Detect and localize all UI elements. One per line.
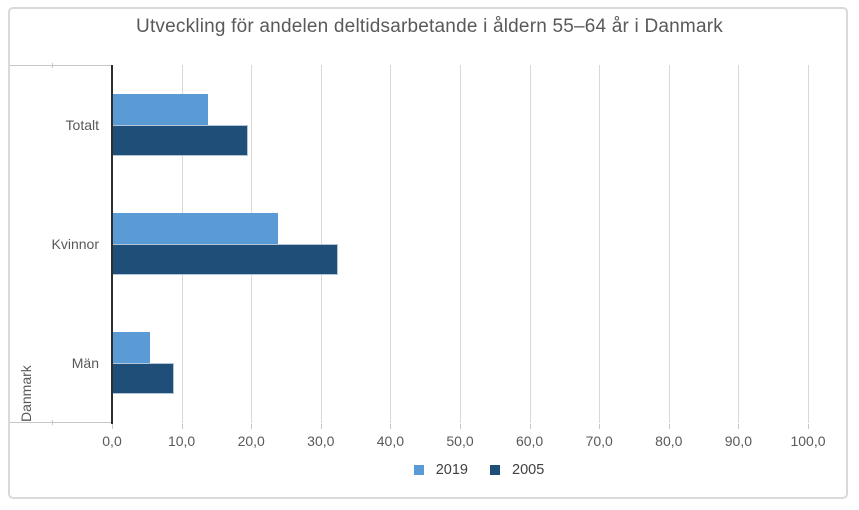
legend-item-2019: 2019 <box>413 462 468 478</box>
gridline <box>738 65 740 423</box>
plot-area <box>112 65 809 423</box>
x-tick <box>668 424 670 429</box>
x-tick-label: 50,0 <box>446 433 474 449</box>
chart-title: Utveckling för andelen deltidsarbetande … <box>136 16 723 37</box>
legend-swatch-2019 <box>413 465 424 475</box>
x-tick <box>808 424 809 429</box>
x-tick-label: 10,0 <box>167 433 196 449</box>
gridline <box>529 65 531 423</box>
x-tick-label: 70,0 <box>585 433 613 449</box>
bar-män-2005 <box>112 363 174 395</box>
category-label-kvinnor: Kvinnor <box>51 236 99 252</box>
legend-label-2005: 2005 <box>512 462 545 478</box>
x-tick <box>460 424 461 429</box>
bar-totalt-2019 <box>112 93 209 125</box>
x-tick <box>738 424 740 429</box>
category-band-tick-top <box>52 63 53 68</box>
x-tick-label: 0,0 <box>102 433 122 449</box>
gridline <box>460 65 461 423</box>
x-tick-label: 20,0 <box>237 433 265 449</box>
bar-kvinnor-2005 <box>112 244 339 275</box>
category-label-totalt: Totalt <box>65 116 99 133</box>
bar-totalt-2005 <box>112 124 249 156</box>
x-tick <box>251 424 253 429</box>
gridline <box>808 65 809 423</box>
x-tick-label: 90,0 <box>724 433 753 449</box>
x-tick-label: 30,0 <box>307 433 335 449</box>
value-axis-line <box>111 65 113 424</box>
category-label-män: Män <box>71 355 99 372</box>
x-tick-label: 80,0 <box>655 433 683 449</box>
legend-swatch-2005 <box>490 465 500 475</box>
x-tick-label: 100,0 <box>790 433 826 449</box>
x-tick <box>529 424 531 429</box>
x-tick-label: 60,0 <box>515 433 544 449</box>
bar-kvinnor-2019 <box>112 213 278 244</box>
gridline <box>390 65 392 423</box>
x-tick <box>181 424 183 429</box>
category-axis-band: Danmark Totalt Kvinnor Män <box>10 63 112 425</box>
x-tick <box>112 424 113 429</box>
category-band-tick-bottom <box>52 420 53 425</box>
bar-män-2019 <box>112 332 151 364</box>
x-tick <box>390 424 392 429</box>
x-tick <box>320 424 322 429</box>
legend: 2019 2005 <box>99 462 859 478</box>
gridline <box>599 65 601 423</box>
legend-label-2019: 2019 <box>435 462 468 478</box>
x-tick-label: 40,0 <box>376 433 405 449</box>
gridline <box>668 65 670 423</box>
legend-item-2005: 2005 <box>490 462 544 478</box>
x-tick <box>599 424 601 429</box>
